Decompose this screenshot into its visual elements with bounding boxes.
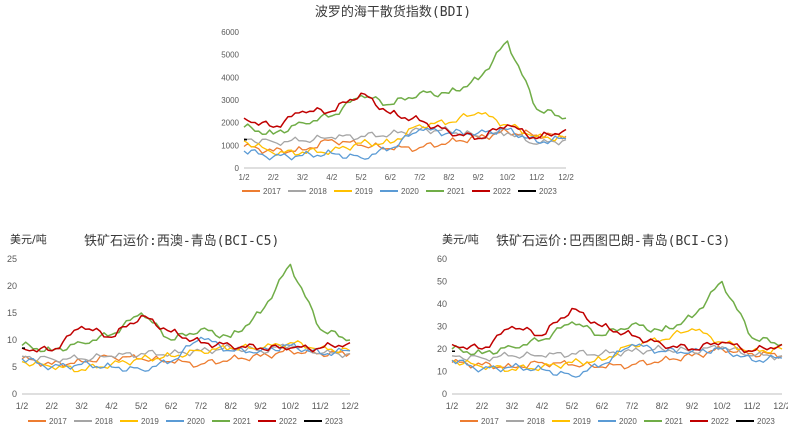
chart-title-c5: 铁矿石运价:西澳-青岛(BCI-C5) [84,234,280,249]
x-tick-label: 6/2 [385,173,397,182]
y-tick-label: 20 [7,281,17,291]
series-line-2022 [451,307,783,354]
legend-label-2021: 2021 [665,417,683,426]
legend-label-2017: 2017 [263,187,281,196]
legend-label-2022: 2022 [493,187,511,196]
y-tick-label: 20 [437,344,447,354]
x-tick-label: 9/2 [686,401,699,411]
x-tick-label: 10/2 [282,401,300,411]
x-tick-label: 7/2 [626,401,639,411]
x-tick-label: 3/2 [75,401,88,411]
series-line-2021 [451,280,783,356]
legend-label-2019: 2019 [573,417,591,426]
series-line-2018 [243,125,567,146]
series-line-2020 [21,336,351,372]
y-tick-label: 0 [442,389,447,399]
legend-label-2022: 2022 [711,417,729,426]
legend-label-2021: 2021 [233,417,251,426]
x-tick-label: 1/2 [238,173,250,182]
unit-label-c3: 美元/吨 [442,233,479,246]
series-line-2021 [21,263,351,353]
legend-label-2021: 2021 [447,187,465,196]
x-tick-label: 4/2 [326,173,338,182]
legend-label-2022: 2022 [279,417,297,426]
x-tick-label: 11/2 [312,401,329,411]
unit-label-c5: 美元/吨 [10,233,47,246]
legend-label-2017: 2017 [481,417,499,426]
x-tick-label: 7/2 [195,401,208,411]
x-tick-label: 8/2 [656,401,669,411]
series-line-2022 [21,314,351,353]
legend-label-2020: 2020 [619,417,637,426]
x-tick-label: 12/2 [341,401,359,411]
legend-label-2019: 2019 [141,417,159,426]
x-tick-label: 6/2 [165,401,178,411]
y-tick-label: 0 [12,389,17,399]
legend-label-2019: 2019 [355,187,373,196]
x-tick-label: 6/2 [596,401,609,411]
y-tick-label: 10 [437,367,447,377]
x-tick-label: 2/2 [46,401,59,411]
x-tick-label: 2/2 [268,173,280,182]
x-tick-label: 10/2 [713,401,731,411]
x-tick-label: 4/2 [536,401,549,411]
legend-label-2017: 2017 [49,417,67,426]
y-tick-label: 10 [7,335,17,345]
y-tick-label: 0 [235,164,240,173]
x-tick-label: 3/2 [297,173,309,182]
y-tick-label: 40 [437,299,447,309]
x-tick-label: 1/2 [16,401,29,411]
y-tick-label: 60 [437,254,447,264]
legend-label-2023: 2023 [757,417,775,426]
y-tick-label: 30 [437,322,447,332]
series-line-2020 [243,127,567,161]
chart-title-c3: 铁矿石运价:巴西图巴朗-青岛(BCI-C3) [496,234,731,249]
x-tick-label: 5/2 [135,401,148,411]
x-tick-label: 8/2 [443,173,455,182]
x-tick-label: 8/2 [224,401,237,411]
x-tick-label: 4/2 [105,401,118,411]
legend-label-2023: 2023 [539,187,557,196]
y-tick-label: 5000 [221,51,239,60]
x-tick-label: 9/2 [473,173,485,182]
y-tick-label: 15 [7,308,17,318]
series-line-2019 [21,340,351,373]
x-tick-label: 12/2 [558,173,574,182]
x-tick-label: 7/2 [414,173,426,182]
chart-svg-bdi: 0 1000 2000 3000 4000 5000 6000 1/2 2/2 3/2 4/2 5/2… [221,28,574,196]
y-tick-label: 5 [12,362,17,372]
x-tick-label: 11/2 [529,173,545,182]
legend-label-2018: 2018 [309,187,327,196]
x-tick-label: 5/2 [356,173,368,182]
y-tick-label: 2000 [221,119,239,128]
legend-label-2023: 2023 [325,417,343,426]
x-tick-label: 12/2 [773,401,788,411]
series-line-2020 [451,343,783,378]
y-tick-label: 4000 [221,73,239,82]
x-tick-label: 9/2 [254,401,267,411]
legend-label-2018: 2018 [527,417,545,426]
x-tick-label: 11/2 [744,401,761,411]
x-tick-label: 3/2 [506,401,519,411]
series-line-2017 [451,345,783,370]
y-tick-label: 50 [437,277,447,287]
legend-label-2020: 2020 [187,417,205,426]
series-line-2017 [21,347,351,368]
y-tick-label: 3000 [221,96,239,105]
y-tick-label: 6000 [221,28,239,37]
legend-label-2018: 2018 [95,417,113,426]
series-line-2022 [243,92,567,141]
x-tick-label: 2/2 [476,401,489,411]
x-tick-label: 1/2 [446,401,459,411]
legend-label-2020: 2020 [401,187,419,196]
chart-title-bdi: 波罗的海干散货指数(BDI) [314,5,472,20]
y-tick-label: 1000 [221,141,239,150]
series-line-2021 [243,40,567,135]
y-tick-label: 25 [7,254,17,264]
x-tick-label: 10/2 [500,173,516,182]
x-tick-label: 5/2 [566,401,579,411]
